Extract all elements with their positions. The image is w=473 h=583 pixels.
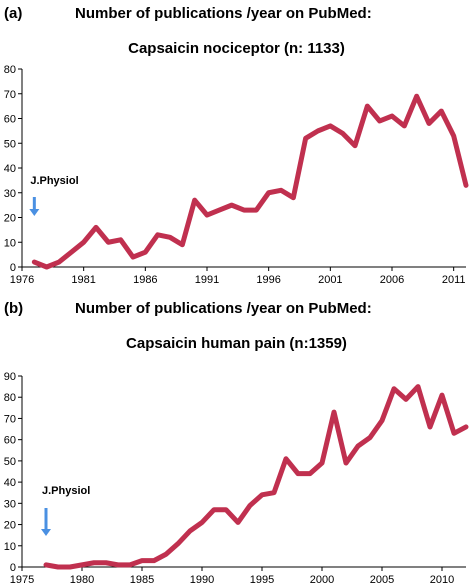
annotation-arrow-head <box>41 529 51 536</box>
y-tick-label: 60 <box>4 114 16 126</box>
x-tick-label: 2010 <box>430 574 454 583</box>
y-tick-label: 80 <box>4 392 16 404</box>
x-tick-label: 1985 <box>130 574 154 583</box>
y-tick-label: 20 <box>4 213 16 225</box>
y-tick-label: 10 <box>4 541 16 553</box>
chart-title: Capsaicin nociceptor (n: 1133) <box>128 40 345 57</box>
x-tick-label: 1995 <box>250 574 274 583</box>
panel-a: (a) Number of publications /year on PubM… <box>4 5 469 286</box>
y-tick-label: 50 <box>4 138 16 150</box>
x-tick-label: 1991 <box>195 274 219 286</box>
x-tick-label: 2001 <box>318 274 342 286</box>
y-tick-label: 90 <box>4 371 16 383</box>
x-tick-label: 2000 <box>310 574 334 583</box>
annotation-arrow-head <box>29 209 40 216</box>
x-tick-label: 1986 <box>133 274 157 286</box>
series-line <box>43 384 469 570</box>
chart-a: 0 10 20 30 40 50 60 70 80 1976 1981 1986 1991 1996 200… <box>4 64 469 286</box>
x-tick-label: 1996 <box>256 274 280 286</box>
series-line <box>31 93 469 270</box>
x-tick-label: 1980 <box>70 574 94 583</box>
x-tick-label: 1976 <box>10 274 34 286</box>
y-tick-label: 50 <box>4 456 16 468</box>
panel-label: (b) <box>4 300 24 317</box>
y-tick-label: 60 <box>4 435 16 447</box>
chart-b: 0 10 20 30 40 50 60 70 80 90 1975 1980 1985 1990 1995 2… <box>4 371 469 583</box>
panel-b: (b) Number of publications /year on PubM… <box>0 292 473 583</box>
panel-heading: Number of publications /year on PubMed: <box>75 300 372 317</box>
y-tick-label: 30 <box>4 188 16 200</box>
panel-heading: Number of publications /year on PubMed: <box>75 5 372 22</box>
y-tick-label: 20 <box>4 520 16 532</box>
x-tick-label: 1981 <box>71 274 95 286</box>
annotation-label: J.Physiol <box>30 175 78 187</box>
y-tick-label: 30 <box>4 498 16 510</box>
y-tick-label: 40 <box>4 163 16 175</box>
x-tick-label: 1975 <box>10 574 34 583</box>
y-tick-label: 80 <box>4 64 16 76</box>
annotation-label: J.Physiol <box>42 485 90 497</box>
chart-title: Capsaicin human pain (n:1359) <box>126 335 347 352</box>
y-tick-label: 70 <box>4 89 16 101</box>
x-tick-label: 2006 <box>380 274 404 286</box>
x-tick-label: 1990 <box>190 574 214 583</box>
y-tick-label: 0 <box>10 562 16 574</box>
y-tick-label: 40 <box>4 477 16 489</box>
x-tick-label: 2011 <box>442 274 466 286</box>
y-tick-label: 0 <box>10 262 16 274</box>
x-tick-label: 2005 <box>370 574 394 583</box>
y-tick-label: 70 <box>4 413 16 425</box>
panel-label: (a) <box>4 5 23 22</box>
y-tick-label: 10 <box>4 237 16 249</box>
